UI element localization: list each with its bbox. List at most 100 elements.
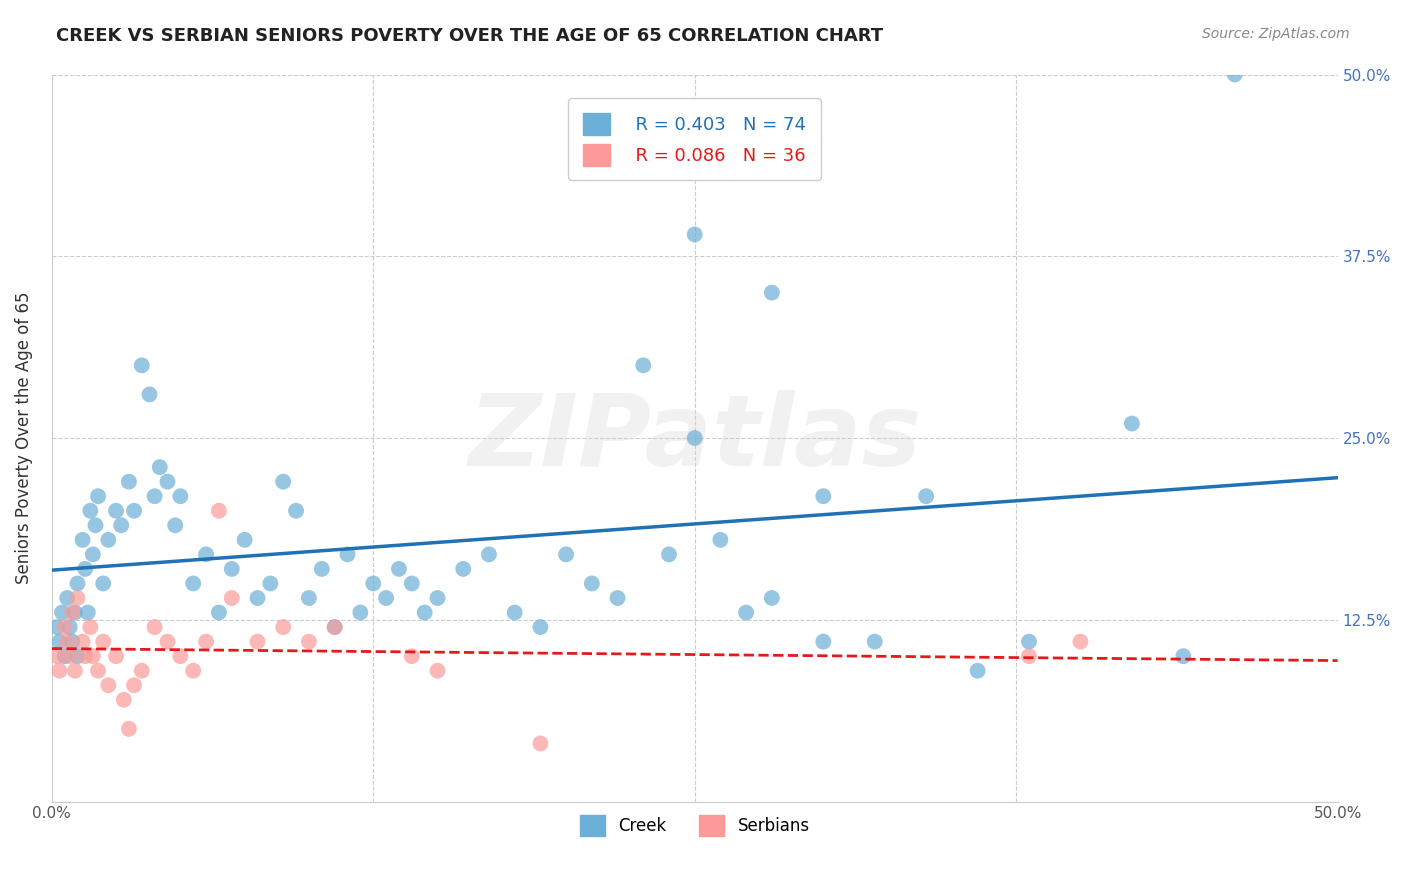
- Point: [735, 606, 758, 620]
- Legend: Creek, Serbians: Creek, Serbians: [571, 807, 818, 844]
- Point: [426, 591, 449, 605]
- Point: [82, 649, 104, 664]
- Point: [165, 518, 187, 533]
- Point: [401, 649, 423, 664]
- Text: CREEK VS SERBIAN SENIORS POVERTY OVER THE AGE OF 65 CORRELATION CHART: CREEK VS SERBIAN SENIORS POVERTY OVER TH…: [56, 27, 883, 45]
- Point: [59, 620, 82, 634]
- Point: [97, 678, 120, 692]
- Point: [285, 504, 308, 518]
- Point: [66, 591, 89, 605]
- Point: [53, 649, 76, 664]
- Point: [208, 606, 231, 620]
- Point: [478, 547, 501, 561]
- Point: [246, 634, 269, 648]
- Point: [143, 620, 166, 634]
- Point: [1121, 417, 1143, 431]
- Point: [683, 431, 706, 445]
- Point: [401, 576, 423, 591]
- Point: [259, 576, 281, 591]
- Point: [529, 736, 551, 750]
- Point: [761, 591, 783, 605]
- Point: [87, 664, 110, 678]
- Point: [195, 634, 218, 648]
- Point: [233, 533, 256, 547]
- Point: [105, 504, 128, 518]
- Point: [915, 489, 938, 503]
- Point: [169, 649, 191, 664]
- Point: [75, 649, 97, 664]
- Point: [349, 606, 371, 620]
- Point: [149, 460, 172, 475]
- Point: [72, 533, 94, 547]
- Point: [156, 475, 179, 489]
- Point: [60, 606, 83, 620]
- Point: [361, 576, 384, 591]
- Point: [581, 576, 603, 591]
- Point: [761, 285, 783, 300]
- Point: [60, 634, 83, 648]
- Point: [48, 664, 70, 678]
- Text: ZIPatlas: ZIPatlas: [468, 390, 921, 486]
- Point: [169, 489, 191, 503]
- Point: [97, 533, 120, 547]
- Point: [63, 606, 86, 620]
- Point: [375, 591, 398, 605]
- Point: [1018, 634, 1040, 648]
- Point: [91, 576, 114, 591]
- Point: [122, 504, 145, 518]
- Point: [56, 634, 79, 648]
- Point: [110, 518, 132, 533]
- Point: [388, 562, 411, 576]
- Point: [298, 634, 321, 648]
- Y-axis label: Seniors Poverty Over the Age of 65: Seniors Poverty Over the Age of 65: [15, 292, 32, 584]
- Point: [863, 634, 886, 648]
- Point: [633, 359, 655, 373]
- Point: [311, 562, 333, 576]
- Point: [181, 664, 204, 678]
- Point: [66, 576, 89, 591]
- Point: [1223, 68, 1246, 82]
- Point: [45, 620, 67, 634]
- Point: [122, 678, 145, 692]
- Point: [156, 634, 179, 648]
- Point: [555, 547, 578, 561]
- Point: [138, 387, 160, 401]
- Point: [56, 591, 79, 605]
- Point: [606, 591, 628, 605]
- Text: Source: ZipAtlas.com: Source: ZipAtlas.com: [1202, 27, 1350, 41]
- Point: [503, 606, 526, 620]
- Point: [1069, 634, 1091, 648]
- Point: [48, 634, 70, 648]
- Point: [529, 620, 551, 634]
- Point: [75, 562, 97, 576]
- Point: [91, 634, 114, 648]
- Point: [79, 620, 101, 634]
- Point: [336, 547, 359, 561]
- Point: [221, 562, 243, 576]
- Point: [63, 664, 86, 678]
- Point: [87, 489, 110, 503]
- Point: [131, 359, 153, 373]
- Point: [683, 227, 706, 242]
- Point: [82, 547, 104, 561]
- Point: [72, 634, 94, 648]
- Point: [79, 504, 101, 518]
- Point: [323, 620, 346, 634]
- Point: [181, 576, 204, 591]
- Point: [298, 591, 321, 605]
- Point: [813, 634, 835, 648]
- Point: [84, 518, 107, 533]
- Point: [413, 606, 436, 620]
- Point: [45, 649, 67, 664]
- Point: [143, 489, 166, 503]
- Point: [658, 547, 681, 561]
- Point: [323, 620, 346, 634]
- Point: [112, 693, 135, 707]
- Point: [966, 664, 988, 678]
- Point: [813, 489, 835, 503]
- Point: [76, 606, 98, 620]
- Point: [451, 562, 474, 576]
- Point: [208, 504, 231, 518]
- Point: [1018, 649, 1040, 664]
- Point: [195, 547, 218, 561]
